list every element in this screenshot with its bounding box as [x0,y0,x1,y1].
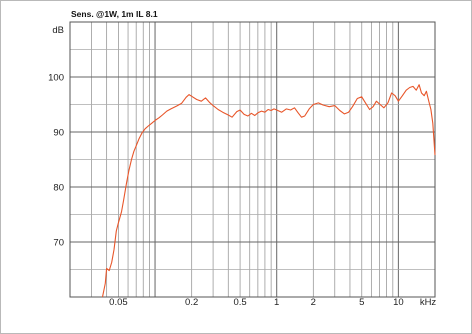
y-tick-label: 70 [53,238,64,249]
x-axis-unit-label: kHz [420,297,437,308]
sensitivity-curve [101,84,436,298]
chart-title: Sens. @1W, 1m IL 8.1 [71,9,158,19]
y-tick-label: 80 [53,183,64,194]
y-axis-unit-label: dB [52,25,64,36]
grid-lines [70,22,435,297]
tick-labels: 0.05 0.2 0.5 1 2 5 10 70 80 90 100 [48,73,404,309]
y-tick-label: 90 [53,128,64,139]
x-tick-label: 0.5 [233,297,246,308]
x-tick-label: 0.05 [109,297,128,308]
x-tick-label: 2 [311,297,316,308]
series-layer [101,84,436,298]
x-tick-label: 1 [274,297,279,308]
y-tick-label: 100 [48,73,64,84]
x-tick-label: 5 [359,297,364,308]
plot-area-border [69,21,436,298]
x-tick-label: 0.2 [185,297,198,308]
x-tick-label: 10 [393,297,404,308]
